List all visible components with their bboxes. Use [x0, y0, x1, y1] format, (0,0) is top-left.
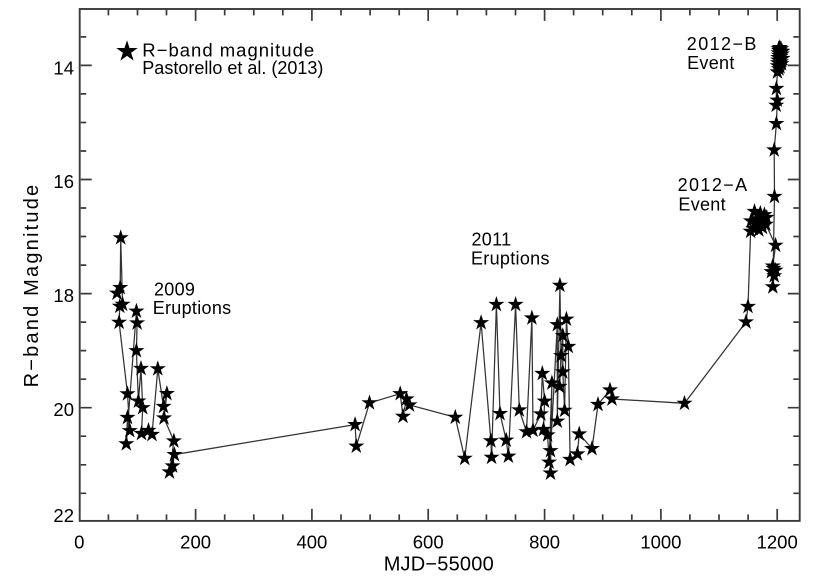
svg-text:400: 400 — [296, 532, 327, 553]
svg-text:2011: 2011 — [472, 230, 512, 250]
svg-text:R−band magnitude: R−band magnitude — [142, 40, 315, 61]
svg-text:Event: Event — [687, 53, 735, 73]
svg-text:0: 0 — [74, 532, 84, 553]
svg-text:2012−A: 2012−A — [678, 175, 749, 195]
svg-text:600: 600 — [413, 532, 444, 553]
svg-text:2009: 2009 — [154, 280, 195, 300]
svg-text:2012−B: 2012−B — [687, 34, 758, 54]
svg-text:Eruptions: Eruptions — [471, 248, 550, 268]
svg-text:16: 16 — [53, 171, 74, 192]
svg-text:Event: Event — [678, 195, 726, 215]
svg-text:18: 18 — [53, 285, 74, 306]
svg-text:20: 20 — [53, 399, 74, 420]
svg-text:800: 800 — [529, 532, 560, 553]
svg-text:Eruptions: Eruptions — [153, 298, 232, 318]
svg-text:MJD−55000: MJD−55000 — [384, 554, 494, 576]
svg-text:Pastorello et al. (2013): Pastorello et al. (2013) — [142, 58, 323, 78]
svg-text:1000: 1000 — [640, 532, 681, 553]
svg-text:200: 200 — [180, 532, 211, 553]
svg-text:14: 14 — [53, 58, 74, 79]
svg-text:R−band Magnitude: R−band Magnitude — [21, 183, 43, 388]
svg-text:22: 22 — [53, 505, 74, 526]
svg-text:1200: 1200 — [757, 532, 798, 553]
